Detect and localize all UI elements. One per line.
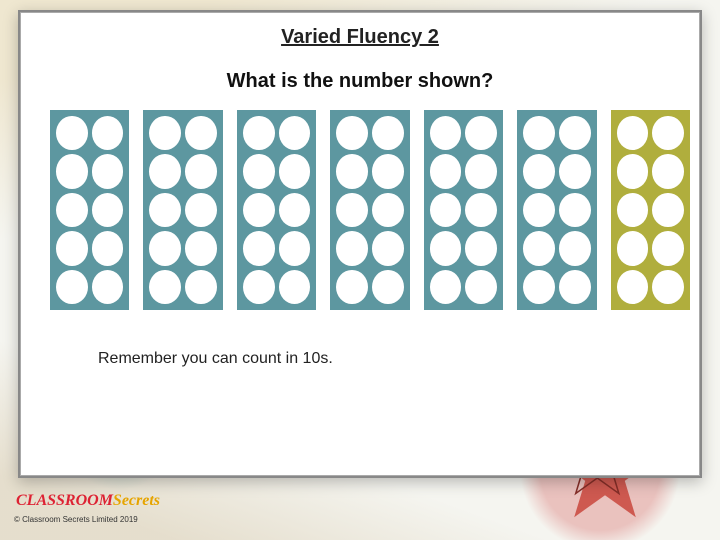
counter-dot	[465, 154, 497, 188]
counter-dot	[279, 231, 311, 265]
question-text: What is the number shown?	[20, 70, 700, 93]
counter-dot	[279, 154, 311, 188]
counter-dot	[559, 154, 591, 188]
logo-part-2: Secrets	[113, 492, 160, 509]
counter-dot	[617, 116, 649, 150]
counter-dot	[652, 116, 684, 150]
counter-dot	[149, 193, 181, 227]
counter-dot	[279, 116, 311, 150]
counter-dot	[92, 154, 124, 188]
hint-text: Remember you can count in 10s.	[98, 350, 333, 368]
counter-dot	[523, 154, 555, 188]
ten-frame	[611, 110, 690, 310]
counter-dot	[149, 116, 181, 150]
counter-dot	[617, 193, 649, 227]
counter-dot	[336, 270, 368, 304]
counter-dot	[559, 231, 591, 265]
counter-dot	[336, 116, 368, 150]
counter-dot	[56, 154, 88, 188]
counter-dot	[430, 154, 462, 188]
counter-dot	[149, 154, 181, 188]
counter-dot	[149, 231, 181, 265]
counter-dot	[372, 154, 404, 188]
ten-frame	[330, 110, 409, 310]
slide: Varied Fluency 2 What is the number show…	[0, 0, 720, 540]
counter-dot	[149, 270, 181, 304]
ten-frame	[143, 110, 222, 310]
counter-dot	[652, 231, 684, 265]
counter-dot	[372, 270, 404, 304]
ten-frames-row	[50, 110, 690, 310]
counter-dot	[465, 270, 497, 304]
counter-dot	[430, 270, 462, 304]
ten-frame	[237, 110, 316, 310]
counter-dot	[372, 193, 404, 227]
counter-dot	[92, 116, 124, 150]
counter-dot	[559, 270, 591, 304]
copyright-text: © Classroom Secrets Limited 2019	[14, 515, 138, 524]
counter-dot	[559, 193, 591, 227]
counter-dot	[243, 193, 275, 227]
counter-dot	[652, 154, 684, 188]
counter-dot	[336, 193, 368, 227]
counter-dot	[185, 270, 217, 304]
counter-dot	[652, 270, 684, 304]
brand-logo: CLASSROOMSecrets	[16, 492, 160, 510]
counter-dot	[617, 231, 649, 265]
counter-dot	[185, 231, 217, 265]
counter-dot	[336, 231, 368, 265]
counter-dot	[56, 231, 88, 265]
counter-dot	[243, 231, 275, 265]
counter-dot	[523, 270, 555, 304]
counter-dot	[617, 270, 649, 304]
counter-dot	[372, 116, 404, 150]
counter-dot	[652, 193, 684, 227]
counter-dot	[92, 270, 124, 304]
counter-dot	[372, 231, 404, 265]
counter-dot	[243, 116, 275, 150]
counter-dot	[185, 116, 217, 150]
logo-part-1: CLASSROOM	[16, 492, 113, 509]
counter-dot	[185, 193, 217, 227]
counter-dot	[559, 116, 591, 150]
counter-dot	[430, 231, 462, 265]
counter-dot	[56, 193, 88, 227]
counter-dot	[523, 116, 555, 150]
counter-dot	[430, 193, 462, 227]
counter-dot	[56, 270, 88, 304]
counter-dot	[243, 270, 275, 304]
counter-dot	[336, 154, 368, 188]
counter-dot	[279, 193, 311, 227]
ten-frame	[424, 110, 503, 310]
counter-dot	[185, 154, 217, 188]
counter-dot	[465, 193, 497, 227]
counter-dot	[617, 154, 649, 188]
counter-dot	[430, 116, 462, 150]
slide-title: Varied Fluency 2	[20, 26, 700, 49]
counter-dot	[56, 116, 88, 150]
ten-frame	[50, 110, 129, 310]
counter-dot	[243, 154, 275, 188]
counter-dot	[465, 116, 497, 150]
content-frame: Varied Fluency 2 What is the number show…	[18, 10, 702, 478]
counter-dot	[92, 231, 124, 265]
counter-dot	[279, 270, 311, 304]
counter-dot	[523, 193, 555, 227]
counter-dot	[92, 193, 124, 227]
counter-dot	[465, 231, 497, 265]
counter-dot	[523, 231, 555, 265]
ten-frame	[517, 110, 596, 310]
